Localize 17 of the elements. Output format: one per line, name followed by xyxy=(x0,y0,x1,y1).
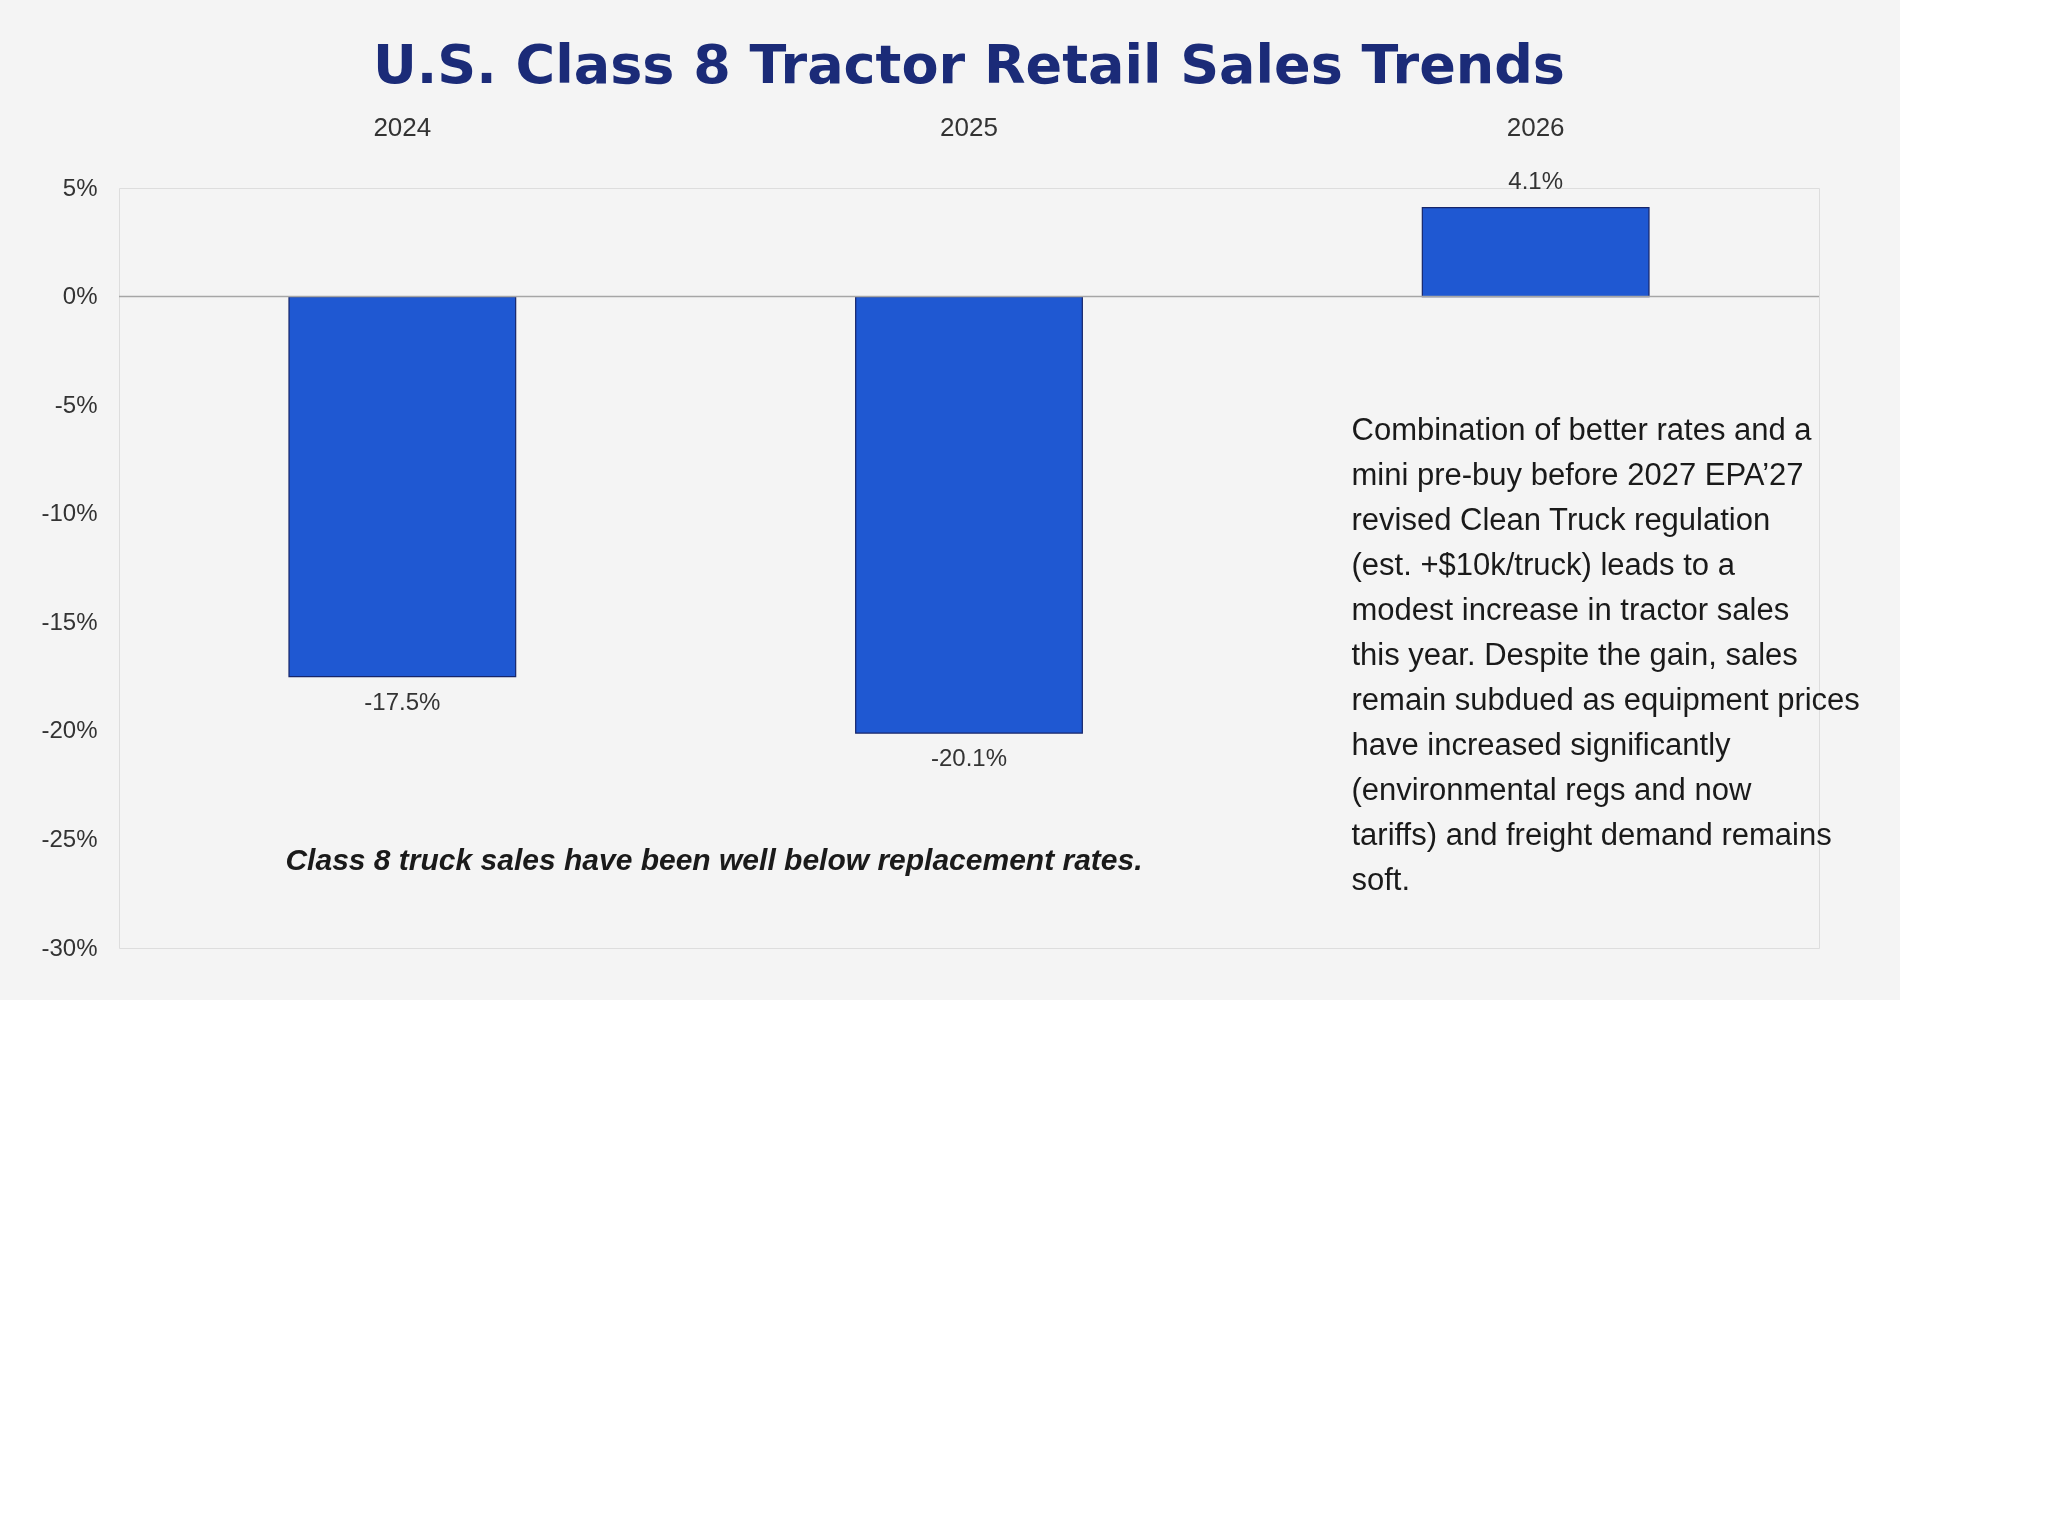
data-label: -20.1% xyxy=(930,744,1008,772)
y-tick-label: -25% xyxy=(41,824,98,852)
data-label: 4.1% xyxy=(1508,166,1564,194)
y-tick-label: -20% xyxy=(41,716,98,744)
y-tick-label: -10% xyxy=(41,499,98,527)
x-tick-label: 2025 xyxy=(940,111,998,142)
text: Combination of better rates and a mini pre-buy before 2027 EPA’27 revised Clean Truck regulation (est. +$10k/truck) leads to a modest increase in tractor sales this year. Despite the gain, sales remain subdued as equipment prices have increased significantly (environmental regs and now tariffs) and freight demand remains soft. xyxy=(1351,412,1860,897)
y-tick-label: -30% xyxy=(41,933,98,961)
y-tick-label: 5% xyxy=(62,173,98,201)
y-tick-label: -5% xyxy=(54,390,98,418)
x-tick-label: 2024 xyxy=(373,111,432,142)
data-label: -17.5% xyxy=(364,687,441,715)
y-tick-label: 0% xyxy=(62,282,98,310)
y-tick-label: -15% xyxy=(41,607,98,635)
x-tick-label: 2026 xyxy=(1506,111,1565,142)
chart-title: U.S. Class 8 Tractor Retail Sales Trends xyxy=(372,33,1566,96)
annotation: Class 8 truck sales have been well below replacement rates. xyxy=(285,842,1143,876)
